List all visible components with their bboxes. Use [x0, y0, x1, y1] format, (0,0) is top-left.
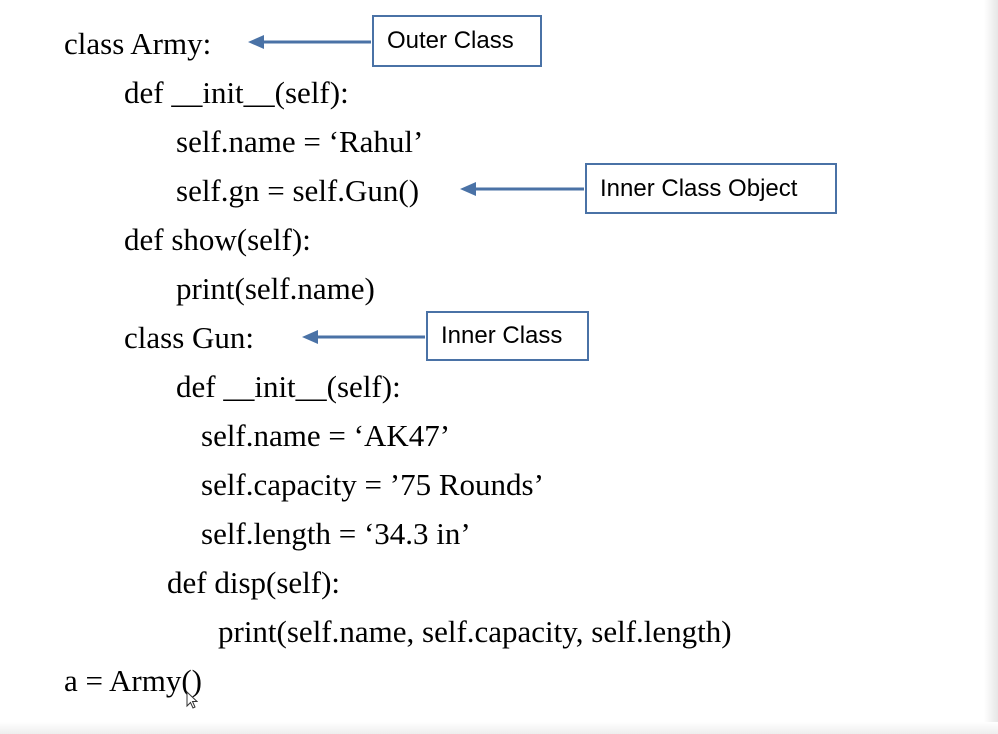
callout-inner-class: Inner Class — [426, 311, 589, 361]
code-line-print-name: print(self.name) — [176, 271, 375, 306]
code-line-print-all: print(self.name, self.capacity, self.len… — [218, 614, 732, 649]
code-line-gun-def-init: def __init__(self): — [176, 369, 401, 404]
bottom-edge-strip — [0, 722, 998, 734]
callout-inner-class-object: Inner Class Object — [585, 163, 837, 214]
callout-outer-class: Outer Class — [372, 15, 542, 67]
code-line-class-army: class Army: — [64, 26, 212, 61]
arrow-outer-class — [248, 35, 371, 49]
code-line-self-capacity: self.capacity = ’75 Rounds’ — [201, 467, 544, 502]
mouse-cursor-icon — [186, 691, 198, 709]
code-line-a-army: a = Army() — [64, 663, 203, 698]
right-edge-shadow — [984, 0, 998, 734]
code-line-class-gun: class Gun: — [124, 320, 255, 355]
code-line-def-show: def show(self): — [124, 222, 311, 257]
arrow-inner-class — [302, 330, 425, 344]
code-line-self-length: self.length = ‘34.3 in’ — [201, 516, 471, 551]
code-line-self-name-ak47: self.name = ‘AK47’ — [201, 418, 451, 453]
code-line-def-init: def __init__(self): — [124, 75, 349, 110]
code-line-self-name-rahul: self.name = ‘Rahul’ — [176, 124, 424, 159]
arrow-inner-class-object — [460, 182, 584, 196]
code-line-def-disp: def disp(self): — [167, 565, 341, 600]
code-line-self-gn: self.gn = self.Gun() — [176, 173, 420, 208]
